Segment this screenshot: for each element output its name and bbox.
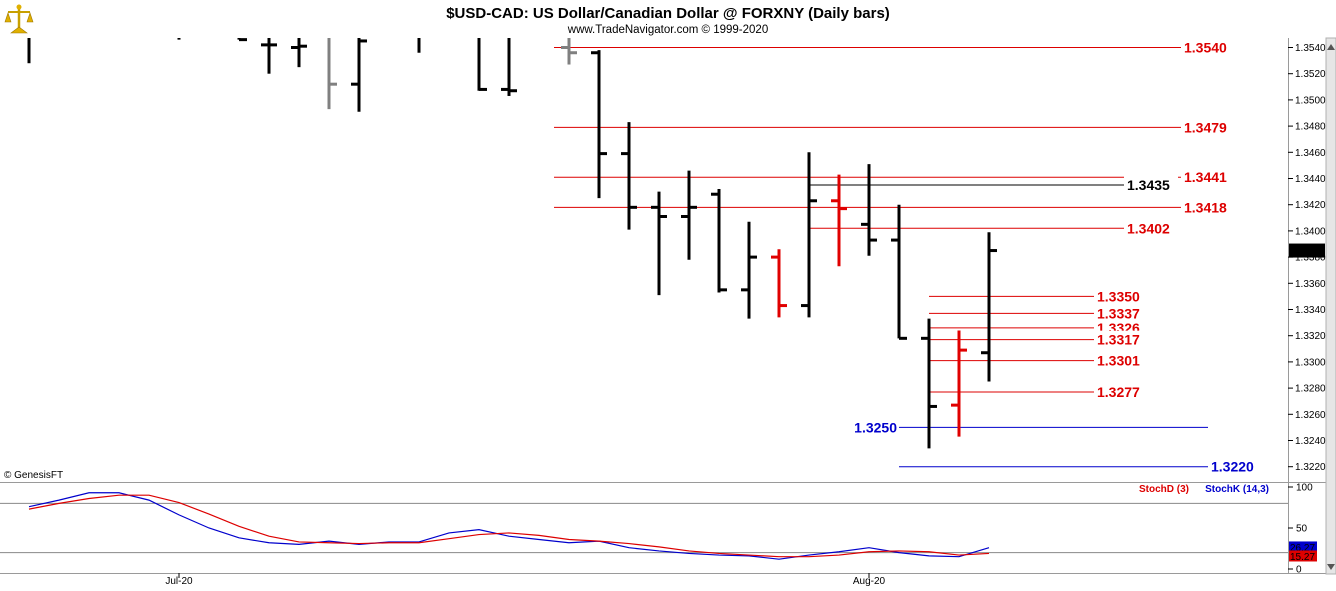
level-label-bg [1181,198,1235,215]
level-label: 1.3540 [1184,40,1227,56]
watermark: © GenesisFT [4,470,63,481]
level-label-bg [1094,304,1148,321]
level-label-bg [1124,176,1178,193]
ohlc-bar [681,170,697,260]
ohlc-bar [591,50,607,199]
price-axis: 1.3540 1.3520 1.3500 1.3480 1.3460 1.3440 1.34… [1288,43,1326,473]
scroll-down-arrow-icon[interactable] [1327,564,1335,570]
stoch-series-line [28,492,990,560]
scrollbar-track[interactable] [1325,37,1336,575]
level-label-bg [1181,168,1235,185]
price-bars [27,38,997,449]
level-label-bg [1181,38,1235,55]
ohlc-bar [477,38,487,91]
stoch-tick-label: 50 [1296,524,1308,535]
price-tick-label: 1.3440 [1295,174,1326,185]
date-axis: Jul-20 Aug-20 [165,573,886,587]
ohlc-bar [291,38,307,68]
ohlc-bar [771,249,787,318]
price-tick-label: 1.3240 [1295,436,1326,447]
level-label-bg [1124,219,1178,236]
ohlc-bar [237,38,247,42]
level-label: 1.3277 [1097,384,1140,400]
gold-scales-logo-icon [4,3,34,35]
level-label: 1.3250 [854,419,897,435]
stoch-d-badge [1289,550,1317,562]
level-label: 1.3220 [1211,459,1254,475]
price-tick-label: 1.3540 [1295,43,1326,54]
level-label-bg [1181,118,1235,135]
price-tick-label: 1.3220 [1295,462,1326,473]
stoch-k-badge [1289,541,1317,553]
level-label: 1.3435 [1127,177,1170,193]
level-label: 1.3479 [1184,119,1227,135]
stoch-tick-label: 0 [1296,565,1302,576]
ohlc-bar [561,38,577,65]
price-tick-label: 1.3480 [1295,122,1326,133]
ohlc-bar [501,38,517,96]
chart-subtitle: www.TradeNavigator.com © 1999-2020 [567,24,768,36]
last-price-badge [1289,243,1325,258]
ohlc-bar [351,38,367,112]
ohlc-bar [621,122,637,230]
level-label-bg [1094,287,1148,304]
stoch-legend-k: StochK (14,3) [1205,484,1269,495]
ohlc-bar [651,191,667,296]
level-label-bg [1094,351,1148,368]
level-label: 1.3441 [1184,169,1227,185]
price-tick-label: 1.3520 [1295,69,1326,80]
ohlc-bar [951,330,967,437]
price-tick-label: 1.3260 [1295,410,1326,421]
last-price-marker: 1.3385 [1289,243,1325,258]
stoch-k-value: 26.27 [1290,543,1315,554]
stoch-legend-d: StochD (3) [1139,484,1189,495]
price-tick-label: 1.3380 [1295,253,1326,264]
ohlc-bar [831,174,847,267]
stoch-series-line [28,494,990,558]
ohlc-bar [801,152,817,318]
ohlc-bar [261,38,277,74]
level-label: 1.3317 [1097,332,1140,348]
price-tick-label: 1.3360 [1295,279,1326,290]
date-tick-label: Aug-20 [853,576,886,587]
level-label: 1.3418 [1184,199,1227,215]
price-tick-label: 1.3420 [1295,200,1326,211]
price-tick-label: 1.3400 [1295,226,1326,237]
ohlc-bar [711,188,727,293]
level-label: 1.3402 [1127,220,1170,236]
ohlc-bar [921,318,937,449]
price-tick-label: 1.3500 [1295,95,1326,106]
ohlc-bar [861,164,877,256]
price-tick-label: 1.3340 [1295,305,1326,316]
scroll-up-arrow-icon[interactable] [1327,44,1335,50]
chart-title: $USD-CAD: US Dollar/Canadian Dollar @ FO… [446,5,890,22]
vertical-scrollbar[interactable] [1325,37,1336,575]
price-tick-label: 1.3460 [1295,148,1326,159]
stoch-tick-label: 100 [1296,483,1313,494]
price-tick-label: 1.3300 [1295,357,1326,368]
level-label-bg [1094,383,1148,400]
last-price-value: 1.3385 [1291,247,1322,258]
ohlc-bar [891,204,907,340]
level-label: 1.3301 [1097,353,1140,369]
price-tick-label: 1.3280 [1295,384,1326,395]
level-label-bg [845,418,899,435]
ohlc-bar [327,38,337,110]
level-label-bg [1094,330,1148,347]
ohlc-bar [981,232,997,382]
date-tick-label: Jul-20 [165,576,193,587]
price-tick-label: 1.3320 [1295,331,1326,342]
stoch-d-value: 15.27 [1290,552,1315,563]
level-label-bg [1208,457,1262,474]
ohlc-bar [741,221,757,319]
level-label: 1.3350 [1097,288,1140,304]
level-label: 1.3337 [1097,305,1140,321]
